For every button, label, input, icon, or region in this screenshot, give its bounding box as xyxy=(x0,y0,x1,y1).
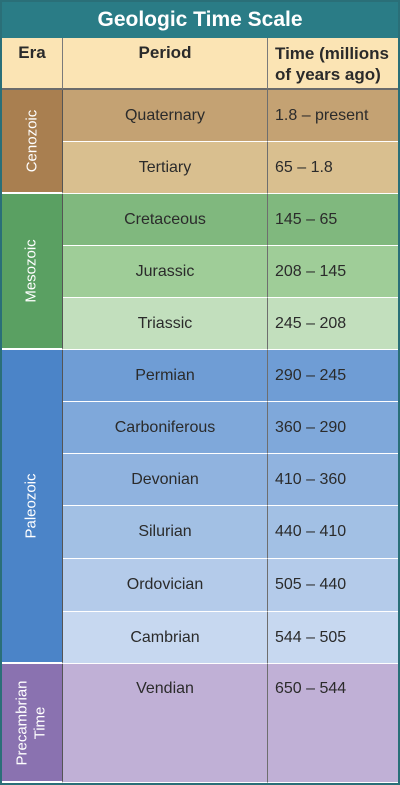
time-cell: 1.8 – present xyxy=(268,90,398,142)
time-range: 544 – 505 xyxy=(275,628,347,646)
period-name: Permian xyxy=(135,366,195,384)
period-name: Cretaceous xyxy=(124,210,206,228)
era-label: Mesozoic xyxy=(23,239,41,303)
header-time-line1: Time (millions xyxy=(275,44,389,63)
era-label-line2: Time xyxy=(32,706,50,739)
era-label: Paleozoic xyxy=(23,473,41,539)
period-cell: Quaternary xyxy=(63,90,268,142)
time-cell: 410 – 360 xyxy=(268,454,398,506)
era-cell-paleozoic: Paleozoic xyxy=(2,350,63,664)
period-cell: Devonian xyxy=(63,454,268,506)
header-time-line2: of years ago) xyxy=(275,65,381,84)
period-cell: Carboniferous xyxy=(63,402,268,454)
time-range: 440 – 410 xyxy=(275,523,347,540)
period-name: Jurassic xyxy=(135,262,195,280)
period-name: Ordovician xyxy=(126,576,204,593)
period-cell: Triassic xyxy=(63,298,268,350)
period-name: Carboniferous xyxy=(114,418,216,436)
period-cell: Silurian xyxy=(63,506,268,559)
period-name: Cambrian xyxy=(130,628,200,646)
time-range: 360 – 290 xyxy=(275,418,347,436)
time-cell: 208 – 145 xyxy=(268,246,398,298)
period-cell: Ordovician xyxy=(63,559,268,612)
period-cell: Jurassic xyxy=(63,246,268,298)
period-name: Tertiary xyxy=(138,158,192,176)
time-range: 410 – 360 xyxy=(275,470,347,488)
time-range: 505 – 440 xyxy=(275,576,347,593)
time-cell: 145 – 65 xyxy=(268,194,398,246)
time-range: 208 – 145 xyxy=(275,262,347,280)
time-cell: 245 – 208 xyxy=(268,298,398,350)
era-label: Cenozoic xyxy=(23,109,41,173)
time-range: 650 – 544 xyxy=(275,680,347,697)
header-era: Era xyxy=(2,38,63,90)
time-cell: 505 – 440 xyxy=(268,559,398,612)
era-label-precambrian: Precambrian Time xyxy=(14,680,50,765)
time-cell: 650 – 544 xyxy=(268,664,398,783)
period-name: Triassic xyxy=(137,314,193,332)
era-cell-precambrian: Precambrian Time xyxy=(2,664,63,783)
time-cell: 544 – 505 xyxy=(268,612,398,664)
period-cell: Tertiary xyxy=(63,142,268,194)
period-cell: Permian xyxy=(63,350,268,402)
time-range: 290 – 245 xyxy=(275,366,347,384)
time-range: 245 – 208 xyxy=(275,314,347,332)
period-cell: Cambrian xyxy=(63,612,268,664)
era-cell-cenozoic: Cenozoic xyxy=(2,90,63,194)
time-range: 1.8 – present xyxy=(275,106,369,124)
period-name: Devonian xyxy=(131,470,199,488)
time-range: 145 – 65 xyxy=(275,210,338,228)
time-cell: 440 – 410 xyxy=(268,506,398,559)
header-period: Period xyxy=(63,38,268,90)
period-cell: Cretaceous xyxy=(63,194,268,246)
era-cell-mesozoic: Mesozoic xyxy=(2,194,63,350)
period-name: Silurian xyxy=(138,523,192,540)
time-range: 65 – 1.8 xyxy=(275,158,333,176)
period-cell: Vendian xyxy=(63,664,268,783)
time-cell: 290 – 245 xyxy=(268,350,398,402)
time-cell: 360 – 290 xyxy=(268,402,398,454)
time-cell: 65 – 1.8 xyxy=(268,142,398,194)
era-label-line1: Precambrian xyxy=(14,679,32,766)
period-name: Quaternary xyxy=(124,106,206,124)
table-title: Geologic Time Scale xyxy=(2,2,398,38)
header-time: Time (millions of years ago) xyxy=(268,38,398,90)
period-name: Vendian xyxy=(136,680,194,697)
